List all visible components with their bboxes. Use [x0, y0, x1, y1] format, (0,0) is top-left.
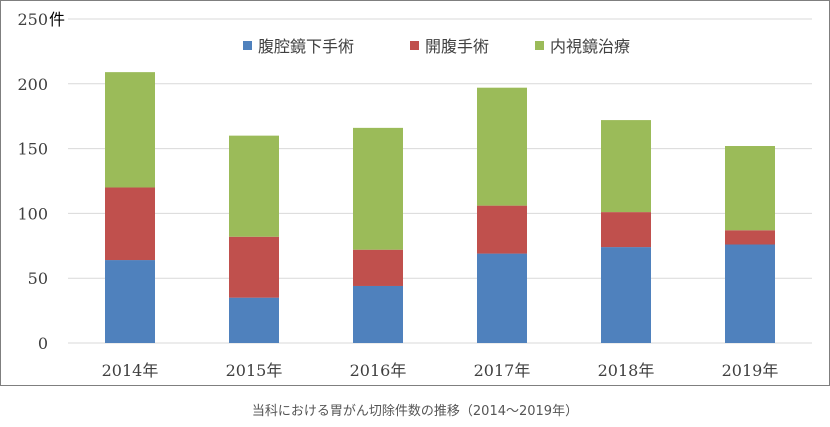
chart-caption: 当科における胃がん切除件数の推移（2014〜2019年）: [251, 404, 579, 419]
bar-segment: [601, 212, 651, 248]
bar-segment: [229, 135, 279, 237]
x-tick-label: 2014年: [102, 361, 159, 380]
bar-segment: [353, 285, 403, 343]
bar-segment: [725, 146, 775, 231]
y-tick-label: 200: [17, 75, 48, 94]
legend-label: 内視鏡治療: [550, 37, 630, 56]
bar-segment: [477, 253, 527, 343]
x-tick-label: 2017年: [474, 361, 531, 380]
bar-segment: [601, 120, 651, 213]
bar-segment: [477, 205, 527, 254]
bar-segment: [725, 244, 775, 343]
bar-segment: [105, 260, 155, 343]
legend-label: 開腹手術: [425, 37, 489, 56]
bar-segment: [477, 87, 527, 206]
legend-swatch: [410, 41, 419, 50]
x-tick-label: 2018年: [598, 361, 655, 380]
chart: 0 50 100 150 200 250 件 2014年 2015年 2016年 2017年 2018…: [0, 0, 830, 386]
x-tick-label: 2015年: [226, 361, 283, 380]
x-tick-label: 2016年: [350, 361, 407, 380]
y-tick-label: 50: [28, 269, 48, 288]
bar-segment: [229, 236, 279, 298]
y-tick-label: 150: [17, 140, 48, 159]
legend-label: 腹腔鏡下手術: [258, 37, 354, 56]
bar-segment: [725, 230, 775, 245]
bar-segment: [229, 297, 279, 343]
bar-segment: [105, 187, 155, 261]
bar-segment: [353, 249, 403, 286]
y-tick-label: 0: [38, 334, 48, 353]
bar-segment: [105, 72, 155, 188]
y-tick-label: 100: [17, 204, 48, 223]
bar-segment: [353, 127, 403, 250]
legend-swatch: [535, 41, 544, 50]
y-unit-label: 件: [49, 10, 65, 29]
legend-swatch: [243, 41, 252, 50]
bar-segment: [601, 247, 651, 343]
x-tick-label: 2019年: [722, 361, 779, 380]
y-tick-label: 250: [17, 10, 48, 29]
